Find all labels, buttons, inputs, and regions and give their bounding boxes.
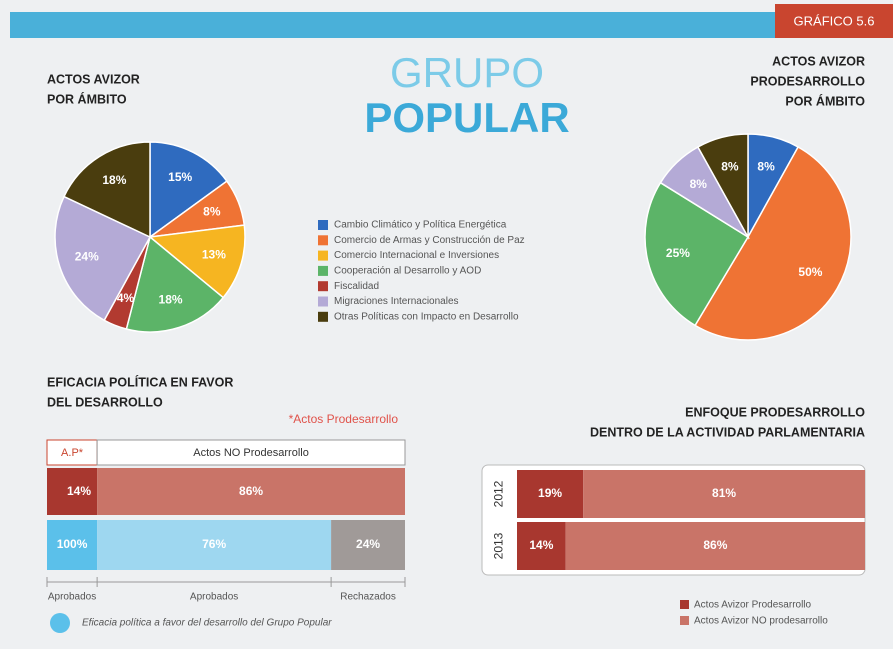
chart-title: ACTOS AVIZOR bbox=[47, 72, 140, 86]
pie-slice bbox=[148, 224, 246, 299]
column-label: Actos NO Prodesarrollo bbox=[193, 447, 309, 459]
slice-label: 8% bbox=[721, 159, 739, 173]
pie-slice bbox=[149, 141, 228, 239]
title-line1: GRUPO bbox=[390, 49, 544, 96]
top-bar bbox=[10, 12, 780, 38]
bar-segment bbox=[517, 522, 566, 570]
pie-slice bbox=[63, 141, 151, 239]
badge bbox=[775, 4, 893, 38]
note: *Actos Prodesarrollo bbox=[289, 412, 399, 426]
year-label: 2013 bbox=[492, 532, 506, 559]
slice-label: 18% bbox=[159, 292, 183, 306]
bar-segment bbox=[47, 468, 98, 515]
legend-swatch bbox=[318, 296, 328, 307]
footnote: Eficacia política a favor del desarrollo… bbox=[82, 618, 332, 629]
chart-title: DENTRO DE LA ACTIVIDAD PARLAMENTARIA bbox=[590, 425, 865, 439]
slice-label: 13% bbox=[202, 248, 226, 262]
footnote-dot bbox=[50, 613, 70, 633]
legend-swatch bbox=[318, 311, 328, 322]
legend-label: Comercio de Armas y Construcción de Paz bbox=[334, 235, 525, 246]
legend-label: Fiscalidad bbox=[334, 281, 379, 292]
chart-title: POR ÁMBITO bbox=[785, 93, 865, 108]
pie-slice bbox=[125, 235, 225, 333]
bar-label: 24% bbox=[356, 537, 380, 551]
legend-swatch bbox=[680, 600, 689, 609]
bar-segment bbox=[583, 470, 865, 518]
bar-segment bbox=[97, 520, 332, 570]
bar-segment bbox=[565, 522, 865, 570]
legend-swatch bbox=[318, 265, 328, 276]
pie-slice bbox=[694, 145, 852, 341]
legend-label: Actos Avizor Prodesarrollo bbox=[694, 600, 812, 611]
chart-title: ACTOS AVIZOR bbox=[772, 54, 865, 68]
bar-segment bbox=[47, 520, 98, 570]
pie-slice bbox=[54, 195, 152, 322]
slice-label: 25% bbox=[666, 246, 690, 260]
bar-segment bbox=[517, 470, 584, 518]
segment-label: Rechazados bbox=[340, 592, 396, 603]
slice-label: 4% bbox=[117, 291, 135, 305]
legend-label: Cambio Climático y Política Energética bbox=[334, 220, 507, 231]
bar-label: 81% bbox=[712, 486, 736, 500]
legend-swatch bbox=[318, 250, 328, 261]
slice-label: 18% bbox=[102, 173, 126, 187]
bar-segment bbox=[97, 468, 406, 515]
chart-title: ENFOQUE PRODESARROLLO bbox=[685, 405, 865, 419]
bar-label: 14% bbox=[529, 538, 553, 552]
bar-segment bbox=[331, 520, 405, 570]
title-line2: POPULAR bbox=[364, 94, 569, 141]
chart-title: PRODESARROLLO bbox=[750, 74, 865, 88]
slice-label: 8% bbox=[757, 159, 775, 173]
bar-label: 86% bbox=[703, 538, 727, 552]
column-header bbox=[96, 439, 406, 466]
bar-label: 76% bbox=[202, 537, 226, 551]
slice-label: 8% bbox=[203, 205, 221, 219]
bar-label: 100% bbox=[57, 537, 88, 551]
legend-swatch bbox=[318, 220, 328, 230]
slice-label: 24% bbox=[75, 250, 99, 264]
legend-label: Migraciones Internacionales bbox=[334, 296, 459, 307]
bar-label: 86% bbox=[239, 484, 263, 498]
slice-label: 15% bbox=[168, 170, 192, 184]
chart-title: DEL DESARROLLO bbox=[47, 395, 163, 409]
segment-label: Aprobados bbox=[190, 592, 238, 603]
slice-label: 8% bbox=[690, 177, 708, 191]
pie-slice bbox=[696, 133, 749, 240]
year-label: 2012 bbox=[492, 480, 506, 507]
legend-label: Actos Avizor NO prodesarrollo bbox=[694, 616, 828, 627]
bar-label: 19% bbox=[538, 486, 562, 500]
legend-label: Comercio Internacional e Inversiones bbox=[334, 250, 499, 261]
legend-label: Otras Políticas con Impacto en Desarroll… bbox=[334, 311, 519, 322]
chart-title: EFICACIA POLÍTICA EN FAVOR bbox=[47, 374, 233, 389]
pie-slice bbox=[644, 181, 750, 327]
legend-label: Cooperación al Desarrollo y AOD bbox=[334, 266, 481, 277]
segment-label: Aprobados bbox=[48, 592, 96, 603]
legend-swatch bbox=[680, 616, 689, 625]
legend-swatch bbox=[318, 281, 328, 292]
chart-title: POR ÁMBITO bbox=[47, 91, 127, 106]
legend-swatch bbox=[318, 235, 328, 246]
slice-label: 50% bbox=[798, 265, 822, 279]
column-label: A.P* bbox=[61, 447, 84, 459]
badge-text: GRÁFICO 5.6 bbox=[794, 13, 875, 28]
bar-label: 14% bbox=[67, 484, 91, 498]
